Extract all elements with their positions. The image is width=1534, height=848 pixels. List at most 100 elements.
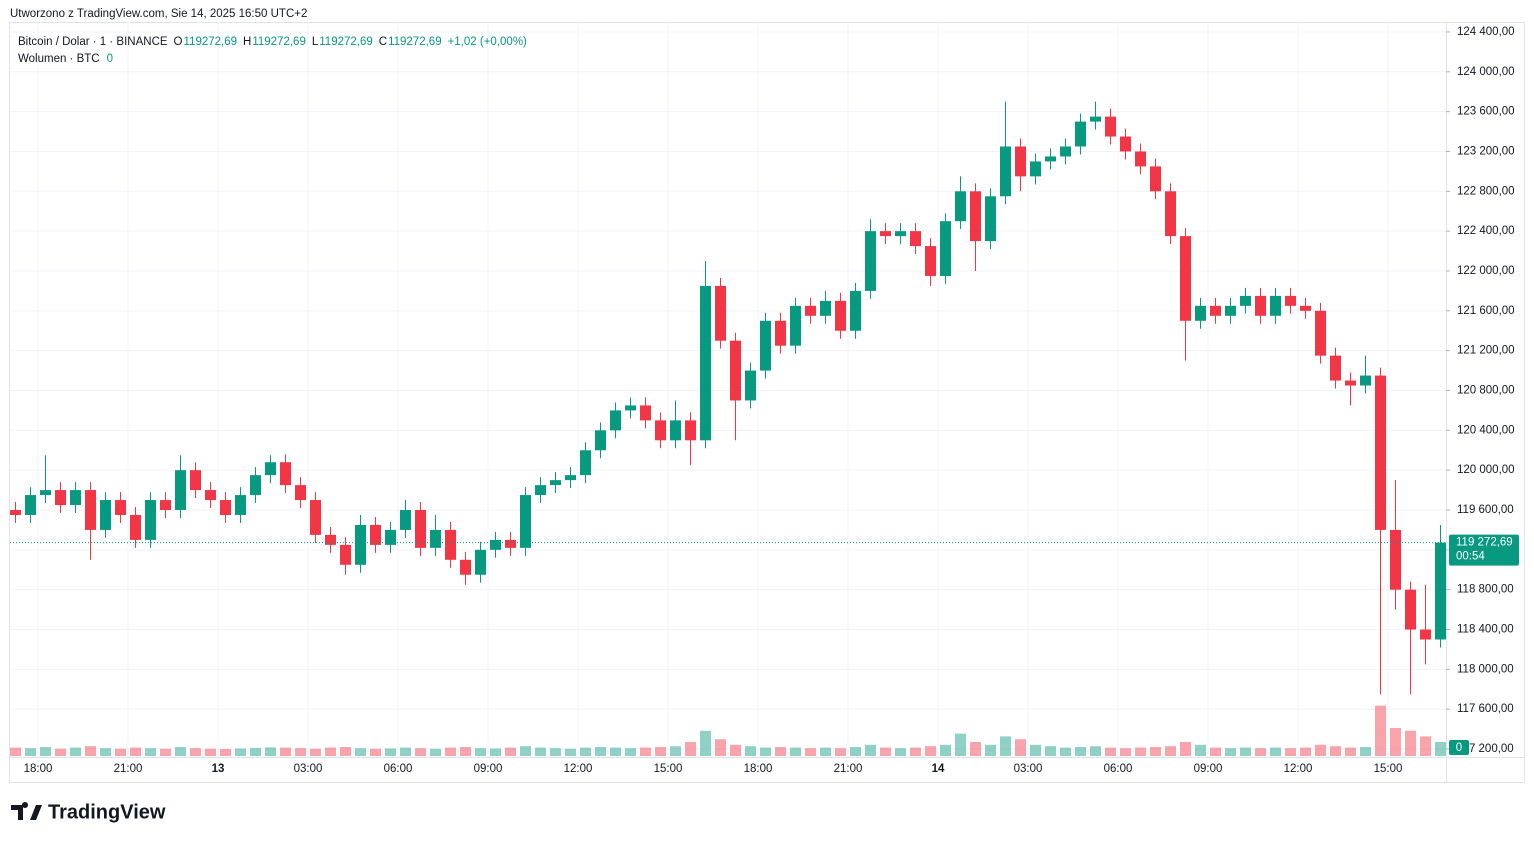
x-tick-label: 21:00 xyxy=(114,763,143,775)
volume-bar xyxy=(775,747,786,756)
volume-bar xyxy=(1255,748,1266,756)
candle-body xyxy=(760,320,771,371)
candle-body xyxy=(445,529,456,560)
legend-value: 119272,69 xyxy=(319,36,373,48)
countdown: 00:54 xyxy=(1456,551,1485,563)
volume-bar xyxy=(745,746,756,756)
volume-bar xyxy=(1435,742,1446,756)
volume-bar xyxy=(1270,747,1281,756)
volume-bar xyxy=(880,747,891,756)
candle-body xyxy=(1270,295,1281,316)
candle-body xyxy=(1135,151,1146,167)
volume-bar xyxy=(1420,736,1431,756)
volume-bar xyxy=(220,749,231,756)
candle-body xyxy=(385,529,396,545)
legend-volume-value: 0 xyxy=(107,53,113,65)
volume-bar xyxy=(1165,746,1176,756)
y-tick-label: 120 400,00 xyxy=(1457,424,1515,436)
y-tick-label: 123 600,00 xyxy=(1457,106,1515,118)
candle-body xyxy=(1225,305,1236,316)
candle-body xyxy=(895,231,906,237)
x-tick-label: 06:00 xyxy=(384,763,413,775)
volume-bar xyxy=(415,748,426,756)
frame xyxy=(9,22,1525,783)
candle-body xyxy=(145,500,156,540)
volume-bar xyxy=(1390,728,1401,756)
candle-body xyxy=(1300,305,1311,311)
volume-bar xyxy=(85,746,96,756)
volume-bar xyxy=(1315,744,1326,756)
candle-body xyxy=(1195,305,1206,321)
candle-body xyxy=(520,495,531,548)
volume-bar xyxy=(1015,739,1026,756)
volume-bar xyxy=(205,748,216,756)
candle-body xyxy=(1390,529,1401,590)
volume-bar xyxy=(430,748,441,756)
legend-change: +1,02 (+0,00%) xyxy=(448,36,527,48)
volume-bar xyxy=(610,747,621,756)
legend: Bitcoin / Dolar · 1 · BINANCE O 119272,69 H… xyxy=(18,36,527,65)
candles xyxy=(10,101,1446,695)
candle-body xyxy=(310,500,321,535)
candle-body xyxy=(1120,136,1131,152)
legend-key: L xyxy=(312,36,319,48)
candle-body xyxy=(955,191,966,222)
volume-bar xyxy=(910,747,921,756)
candle-body xyxy=(340,544,351,565)
candle-body xyxy=(925,246,936,276)
candle-body xyxy=(160,500,171,511)
candle-body xyxy=(1345,380,1356,386)
volume-bar xyxy=(850,747,861,756)
brand: TradingView xyxy=(48,801,166,823)
x-tick-label: 09:00 xyxy=(1194,763,1223,775)
volume-bar xyxy=(25,748,36,756)
volume-bar xyxy=(175,747,186,756)
candle-body xyxy=(1180,236,1191,321)
y-tick-label: 118 000,00 xyxy=(1457,663,1514,675)
volume-bar xyxy=(730,744,741,756)
volume-bar xyxy=(1195,744,1206,756)
volume-bar xyxy=(865,744,876,756)
y-tick-label: 118 400,00 xyxy=(1457,624,1514,636)
volume-bar xyxy=(40,747,51,756)
candle-body xyxy=(1150,166,1161,192)
volume-bar xyxy=(595,747,606,756)
volume-bar xyxy=(55,748,66,756)
x-tick-label: 15:00 xyxy=(654,763,683,775)
candle-body xyxy=(190,470,201,491)
grid xyxy=(10,22,1446,756)
volume-bar xyxy=(1000,736,1011,756)
axes: 117 200,00 117 600,00 118 000,00 118 400,00… xyxy=(10,26,1519,775)
candle-body xyxy=(610,410,621,431)
volume-bar xyxy=(1285,748,1296,756)
legend-value: 119272,69 xyxy=(184,36,238,48)
candle-body xyxy=(55,490,66,506)
volume-bar xyxy=(955,733,966,756)
volume-bar xyxy=(295,748,306,756)
candle-body xyxy=(985,196,996,242)
candle-body xyxy=(100,500,111,530)
volume-bar xyxy=(640,747,651,756)
candle-body xyxy=(1285,295,1296,306)
candle-body xyxy=(25,495,36,515)
candle-body xyxy=(850,290,861,331)
candle-body xyxy=(490,539,501,550)
volume-bar xyxy=(1045,746,1056,756)
candle-body xyxy=(235,495,246,515)
volume-bar xyxy=(1375,705,1386,756)
y-tick-label: 122 800,00 xyxy=(1457,185,1515,197)
x-tick-label: 12:00 xyxy=(1284,763,1313,775)
x-tick-label: 21:00 xyxy=(834,763,863,775)
volume-bar xyxy=(895,748,906,756)
candle-body xyxy=(550,480,561,486)
candle-body xyxy=(130,514,141,540)
candle-body xyxy=(1255,295,1266,316)
volume-bar xyxy=(1345,747,1356,756)
candle-body xyxy=(730,340,741,401)
y-tick-label: 118 800,00 xyxy=(1457,584,1514,596)
x-tick-label: 03:00 xyxy=(1014,763,1043,775)
volume-bar xyxy=(280,747,291,756)
volume-bar xyxy=(385,748,396,756)
volume-bar xyxy=(265,747,276,756)
volume-bar xyxy=(1360,747,1371,756)
